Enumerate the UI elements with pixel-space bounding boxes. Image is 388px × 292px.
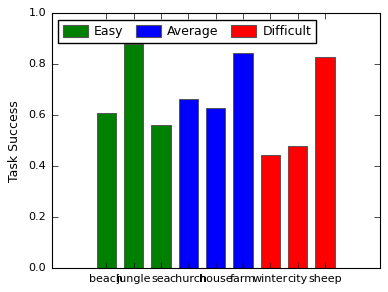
Bar bbox=[234, 53, 253, 268]
Bar bbox=[151, 126, 170, 268]
Bar bbox=[206, 107, 225, 268]
Bar bbox=[261, 155, 280, 268]
Bar bbox=[97, 113, 116, 268]
Legend: Easy, Average, Difficult: Easy, Average, Difficult bbox=[58, 20, 317, 43]
Y-axis label: Task Success: Task Success bbox=[8, 100, 21, 182]
Bar bbox=[124, 44, 143, 268]
Bar bbox=[288, 146, 307, 268]
Bar bbox=[315, 57, 334, 268]
Bar bbox=[179, 99, 198, 268]
